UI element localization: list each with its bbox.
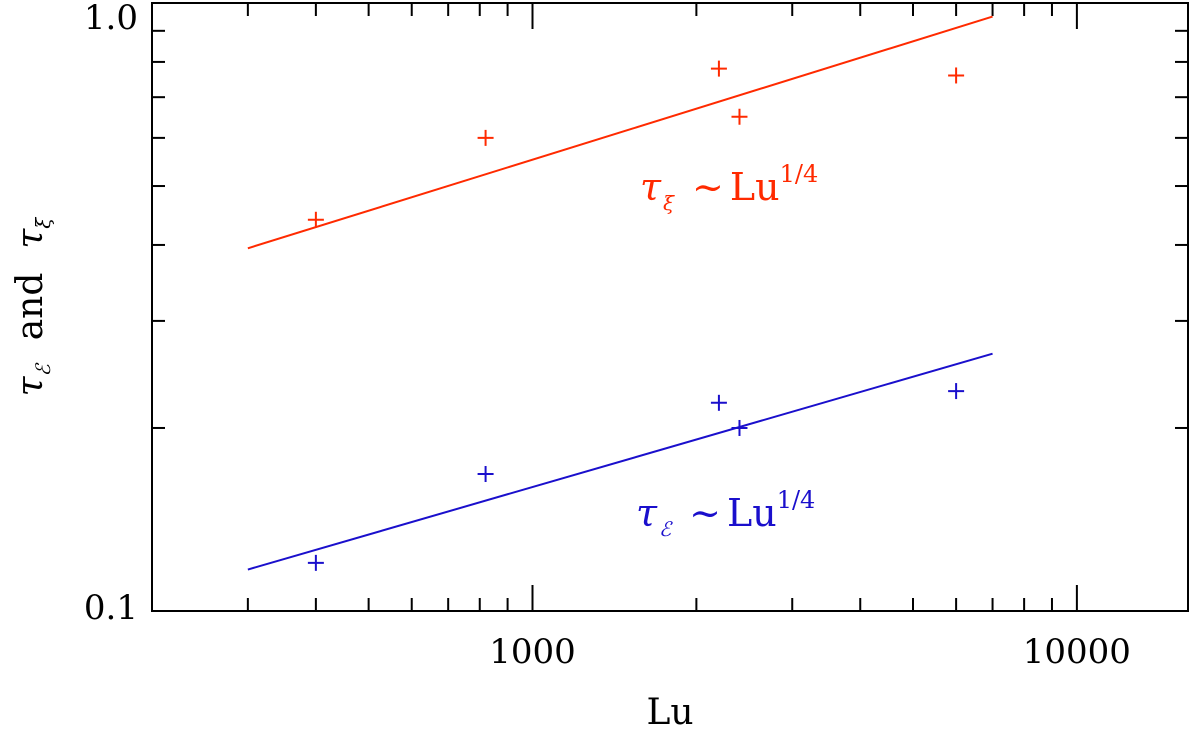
annotation-base: Lu	[727, 491, 777, 535]
annotation-symbol: τ	[636, 491, 658, 535]
fit-line-1	[247, 15, 993, 250]
annotation-exponent: 1/4	[777, 486, 816, 514]
fit-lines	[247, 15, 993, 571]
annotation-2: τ ℰ ~ Lu1/4	[636, 486, 815, 541]
data-point	[731, 108, 748, 125]
fit-line-2	[247, 352, 993, 571]
plot-frame	[151, 2, 1189, 612]
x-tick-label: 1000	[489, 632, 576, 672]
data-point	[948, 383, 965, 400]
annotation-subscript: ℰ	[659, 517, 673, 541]
data-point	[307, 554, 324, 571]
y-axis-label: τℰandτξ	[10, 217, 55, 397]
annotation-relation: ~	[689, 491, 721, 535]
annotation-symbol: τ	[640, 165, 662, 209]
data-point	[307, 211, 324, 228]
annotation-relation: ~	[692, 165, 724, 209]
data-point	[948, 67, 965, 84]
y-label-tau-xi: τ	[10, 228, 51, 249]
annotation-1: τ ξ ~ Lu1/4	[640, 160, 818, 215]
y-label-sub-e: ℰ	[31, 362, 55, 376]
annotation-base: Lu	[730, 165, 780, 209]
x-axis-label: Lu	[646, 692, 693, 730]
y-tick-label: 0.1	[84, 588, 138, 628]
annotation-subscript: ξ	[663, 191, 675, 215]
axis-ticks	[152, 2, 1188, 612]
data-point	[477, 129, 494, 146]
y-label-and: and	[10, 273, 51, 341]
tick-labels: 1000 10000 0.1 1.0	[84, 0, 1131, 672]
annotations: τ ξ ~ Lu1/4τ ℰ ~ Lu1/4	[636, 160, 818, 541]
data-point	[710, 394, 727, 411]
data-points	[307, 60, 965, 571]
y-tick-label: 1.0	[84, 0, 138, 38]
annotation-exponent: 1/4	[780, 160, 819, 188]
y-label-sub-xi: ξ	[31, 217, 55, 229]
data-point	[477, 466, 494, 483]
y-label-tau-e: τ	[10, 375, 51, 396]
data-point	[710, 60, 727, 77]
x-tick-label: 10000	[1023, 632, 1131, 672]
data-point	[731, 419, 748, 436]
